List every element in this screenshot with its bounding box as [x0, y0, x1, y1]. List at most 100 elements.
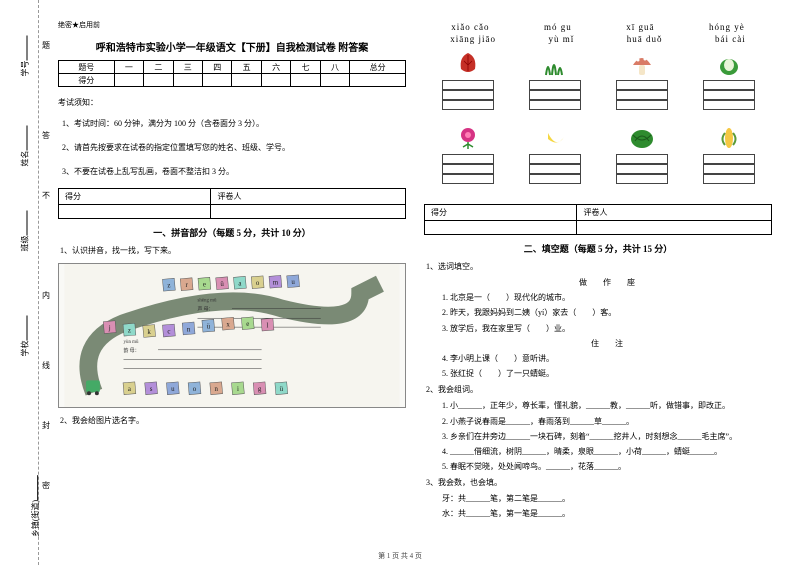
answer-cell[interactable] [616, 154, 668, 184]
svg-text:o: o [256, 280, 260, 287]
bind-label: 班级 [19, 211, 31, 252]
svg-text:m: m [273, 280, 279, 287]
question: 1、认识拼音，找一找，写下来。 [60, 245, 406, 256]
fill-item: 水：共______笔，第一笔是______。 [442, 508, 772, 519]
grass-icon [541, 50, 569, 78]
page-wrap: 绝密★启用前 呼和浩特市实验小学一年级语文【下册】自我检测试卷 附答案 题号 一… [58, 20, 772, 549]
answer-cell[interactable] [442, 154, 494, 184]
svg-text:s: s [150, 386, 153, 393]
right-column: xiǎo cǎo mó gu xī guā hóng yè xiāng jiāo… [424, 20, 772, 549]
secrecy: 绝密★启用前 [58, 20, 406, 30]
svg-text:l: l [267, 323, 269, 330]
answer-cell[interactable] [703, 80, 755, 110]
question: 2、我会组词。 [426, 384, 772, 395]
fill-item: 1. 北京是一（ ）现代化的城市。 [442, 292, 772, 303]
section-title: 二、填空题（每题 5 分，共计 15 分） [424, 242, 772, 255]
svg-text:e: e [203, 282, 206, 289]
th: 七 [291, 61, 320, 74]
binding-labels: 学号 姓名 班级 学校 乡镇(街道) 题 答 不 内 线 封 密 [8, 0, 36, 565]
svg-text:n: n [187, 326, 191, 333]
corn-icon [715, 124, 743, 152]
svg-text:声 母：: 声 母： [197, 305, 213, 312]
pinyin: yù mǐ [548, 34, 574, 44]
answer-cell[interactable] [529, 80, 581, 110]
fill-item: 4. ______借细流，树阴______，晴柔，泉眼______，小荷____… [442, 446, 772, 457]
bind-label: 学校 [19, 316, 31, 357]
seal-char: 题 [42, 40, 50, 51]
fill-item: 2. 小燕子说春雨是______，春雨落到______草______。 [442, 416, 772, 427]
fill-item: 牙：共______笔，第二笔是______。 [442, 493, 772, 504]
th: 题号 [59, 61, 115, 74]
fill-item: 4. 李小明上课（ ）意听讲。 [442, 353, 772, 364]
fill-item: 5. 春眠不觉晓，处处闻啼鸟。______，花落______。 [442, 461, 772, 472]
notice: 2、请首先按要求在试卷的指定位置填写您的姓名、班级、学号。 [62, 142, 406, 154]
sb-h: 评卷人 [577, 205, 772, 221]
seal-char: 线 [42, 360, 50, 371]
svg-text:ü: ü [220, 281, 224, 288]
bind-label: 姓名 [19, 126, 31, 167]
svg-text:a: a [238, 281, 241, 288]
svg-text:j: j [108, 325, 111, 332]
notice: 1、考试时间：60 分钟，满分为 100 分（含卷面分 3 分）。 [62, 118, 406, 130]
fill-item: 3. 放学后，我在家里写（ ）业。 [442, 323, 772, 334]
image-row [424, 50, 772, 78]
pinyin: huā duǒ [627, 34, 663, 44]
answer-grid-row [424, 80, 772, 110]
page-footer: 第 1 页 共 4 页 [0, 551, 800, 561]
bind-label: 乡镇(街道) [29, 475, 41, 537]
svg-text:i: i [237, 386, 239, 393]
mushroom-icon [628, 50, 656, 78]
pinyin: hóng yè [709, 22, 745, 32]
table-row: 题号 一 二 三 四 五 六 七 八 总分 [59, 61, 406, 74]
fill-item: 3. 乡亲们在井旁边______一块石碑，刻着“______挖井人，时刻想念__… [442, 431, 772, 442]
svg-text:c: c [167, 328, 170, 335]
sb-h: 得分 [59, 189, 211, 205]
th: 一 [114, 61, 143, 74]
pinyin-row: xiǎo cǎo mó gu xī guā hóng yè [424, 22, 772, 32]
svg-text:z: z [128, 328, 131, 335]
pinyin: bái cài [715, 34, 746, 44]
score-box: 得分评卷人 [424, 204, 772, 235]
svg-text:e: e [246, 321, 249, 328]
seal-char: 内 [42, 290, 50, 301]
fill-item: 1. 小______，正年少，尊长辈，懂礼貌，______教，______听，做… [442, 400, 772, 411]
rose-icon [454, 124, 482, 152]
cabbage-icon [715, 50, 743, 78]
svg-text:g: g [258, 386, 262, 393]
options: 做 作 座 [442, 277, 772, 288]
fill-item: 5. 张红捉（ ）了一只蜻蜓。 [442, 368, 772, 379]
question: 3、我会数，也会填。 [426, 477, 772, 488]
answer-cell[interactable] [616, 80, 668, 110]
answer-cell[interactable] [442, 80, 494, 110]
question: 2、我会给图片选名字。 [60, 415, 406, 426]
image-row [424, 124, 772, 152]
th: 二 [144, 61, 173, 74]
th: 六 [261, 61, 290, 74]
svg-text:k: k [147, 329, 151, 336]
svg-text:ü: ü [280, 386, 284, 393]
answer-cell[interactable] [529, 154, 581, 184]
th: 三 [173, 61, 202, 74]
svg-text:n: n [214, 386, 218, 393]
svg-text:o: o [193, 386, 197, 393]
answer-cell[interactable] [703, 154, 755, 184]
pinyin: xiāng jiāo [450, 34, 496, 44]
fill-item: 2. 昨天，我跟妈妈到二姨（yí）家去（ ）客。 [442, 307, 772, 318]
pinyin: xiǎo cǎo [451, 22, 489, 32]
table-row: 得分 [59, 74, 406, 87]
sb-h: 评卷人 [211, 189, 406, 205]
svg-text:ü: ü [207, 324, 211, 331]
svg-text:韵 母：: 韵 母： [124, 347, 140, 354]
th: 五 [232, 61, 261, 74]
td: 得分 [59, 74, 115, 87]
pinyin: xī guā [626, 22, 654, 32]
svg-text:x: x [226, 322, 230, 329]
svg-text:shēng mǔ: shēng mǔ [197, 298, 217, 303]
seal-char: 不 [42, 190, 50, 201]
left-column: 绝密★启用前 呼和浩特市实验小学一年级语文【下册】自我检测试卷 附答案 题号 一… [58, 20, 406, 549]
seal-char: 密 [42, 480, 50, 491]
question: 1、选词填空。 [426, 261, 772, 272]
th: 四 [203, 61, 232, 74]
leaf-icon [454, 50, 482, 78]
pinyin-snake-image: shēng mǔ 声 母： yùn mǔ 韵 母： zreüaomujzkcnü… [58, 263, 406, 408]
